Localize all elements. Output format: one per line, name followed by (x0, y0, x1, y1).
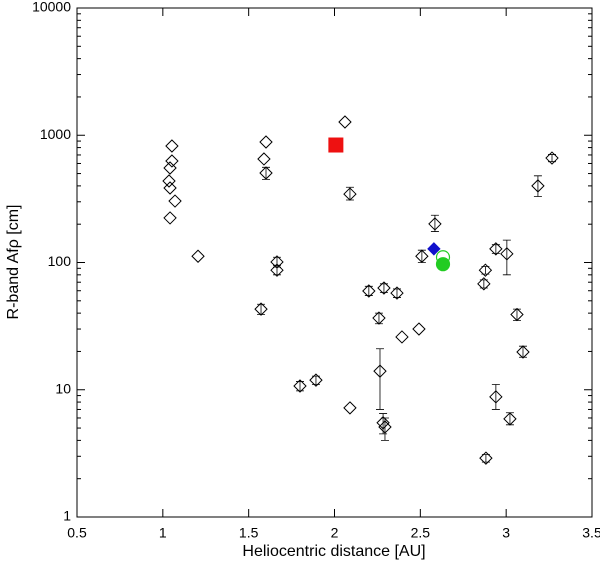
y-tick-label: 10 (55, 380, 71, 396)
x-axis-label: Heliocentric distance [AU] (242, 543, 425, 560)
data-point (257, 152, 271, 166)
data-point (259, 166, 273, 180)
data-point (478, 263, 493, 277)
data-point (545, 151, 559, 165)
error-bar (491, 244, 500, 254)
error-bar (295, 381, 304, 392)
data-point (479, 451, 493, 465)
data-point (500, 247, 514, 261)
x-tick-label: 3 (502, 525, 510, 541)
error-bar (392, 288, 401, 298)
data-point (165, 139, 179, 153)
data-point (531, 179, 545, 193)
data-point (510, 307, 524, 322)
data-point (338, 115, 352, 129)
data-point (427, 242, 441, 256)
data-point (489, 390, 503, 404)
data-point (378, 420, 392, 434)
data-point (362, 284, 376, 298)
data-point (163, 161, 177, 175)
data-point (477, 277, 491, 291)
data-point (376, 416, 390, 430)
data-point (395, 330, 409, 344)
data-point (428, 217, 442, 231)
plot-frame (76, 7, 593, 518)
y-axis-label: R-band Afρ [cm] (5, 205, 22, 320)
data-point (415, 249, 429, 263)
y-tick-label: 10000 (32, 0, 71, 15)
data-point (163, 181, 177, 195)
y-tick-label: 1000 (40, 126, 71, 142)
data-point (270, 263, 284, 277)
data-point (168, 194, 182, 208)
x-tick-label: 3.5 (582, 525, 600, 541)
data-point (293, 379, 307, 393)
error-bar (502, 239, 511, 276)
data-point (259, 135, 273, 149)
data-point (343, 187, 357, 201)
data-point (516, 345, 530, 359)
error-bar (375, 348, 384, 410)
data-point (309, 373, 323, 387)
x-tick-label: 2 (331, 525, 339, 541)
data-point (163, 211, 177, 225)
data-point (377, 281, 391, 295)
x-tick-label: 1.5 (239, 525, 259, 541)
error-bar (379, 283, 388, 294)
data-point (165, 154, 179, 168)
data-point (435, 257, 451, 272)
data-point (390, 286, 404, 300)
data-point (191, 249, 205, 263)
data-point (372, 311, 386, 325)
data-point (254, 302, 268, 316)
data-point (162, 174, 176, 188)
data-point (503, 412, 517, 426)
data-point (412, 322, 426, 336)
y-tick-label: 100 (48, 253, 72, 269)
error-bar (380, 417, 389, 441)
y-tick-label: 1 (63, 508, 71, 524)
data-point (328, 137, 344, 153)
error-bar (364, 285, 373, 296)
error-bar (491, 384, 500, 410)
x-tick-label: 1 (159, 525, 167, 541)
x-tick-label: 0.5 (67, 525, 87, 541)
error-bar (272, 264, 281, 276)
data-point (343, 401, 357, 415)
data-point (373, 364, 387, 378)
x-tick-label: 2.5 (411, 525, 431, 541)
data-point (489, 242, 503, 256)
